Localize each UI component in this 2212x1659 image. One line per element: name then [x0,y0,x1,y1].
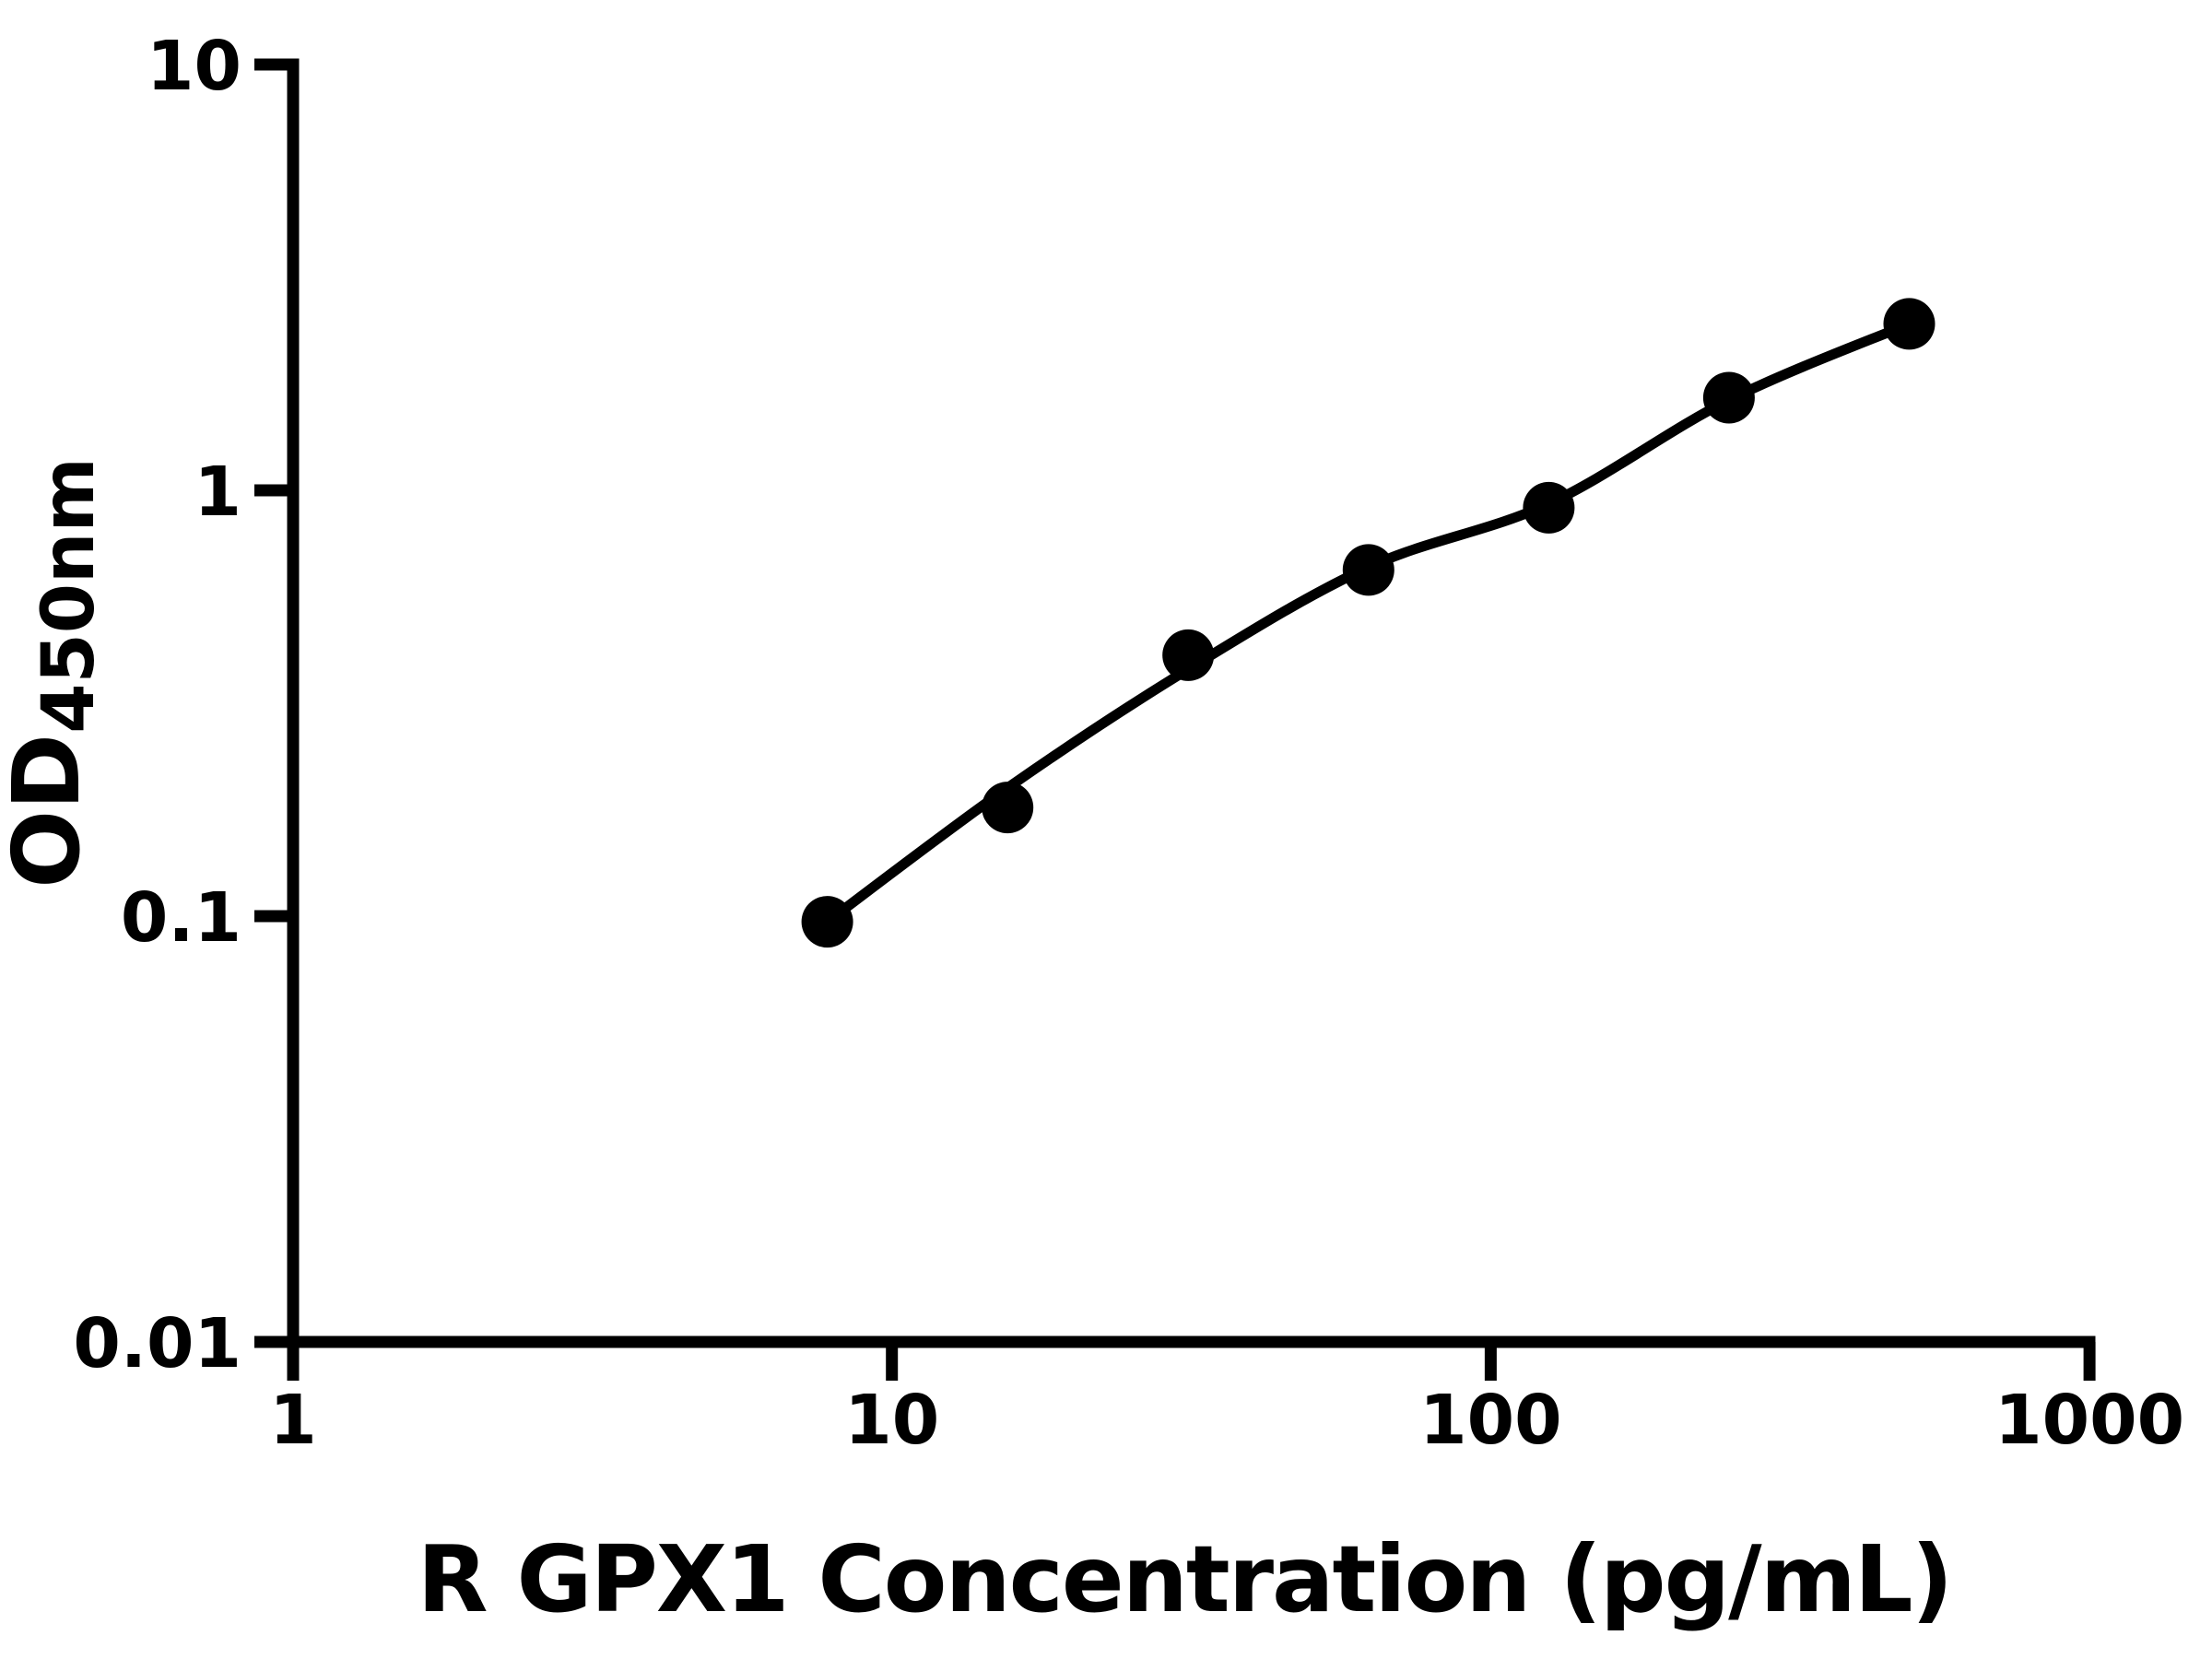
x-tick-label-10: 10 [844,1381,939,1460]
data-point-15.6 [982,782,1034,834]
x-tick-label-1: 1 [269,1381,317,1460]
y-tick-label-0.1: 0.1 [121,878,241,958]
axes [287,58,2096,1348]
data-point-62.5 [1342,544,1394,596]
data-point-7.8 [801,896,853,948]
x-axis-title: R GPX1 Concentration (pg/mL) [418,1525,1952,1633]
y-axis-title: OD450nm [0,457,111,888]
y-tick-label-1: 1 [194,453,242,532]
data-point-31.25 [1162,629,1215,681]
tick-marks [254,58,2096,1381]
x-tick-label-100: 100 [1419,1381,1561,1460]
y-tick-label-0.01: 0.01 [73,1304,241,1383]
y-axis-title-subscript: 450nm [28,457,111,734]
data-point-125 [1523,481,1575,534]
y-axis-title-main: OD [0,734,100,888]
data-point-500 [1883,298,1936,350]
y-tick-label-10: 10 [147,27,241,106]
tick-labels: 10 1 0.1 0.01 1 10 100 1000 [73,27,2184,1460]
x-tick-label-1000: 1000 [1994,1381,2184,1460]
data-point-250 [1702,371,1755,424]
data-series [801,298,1936,948]
